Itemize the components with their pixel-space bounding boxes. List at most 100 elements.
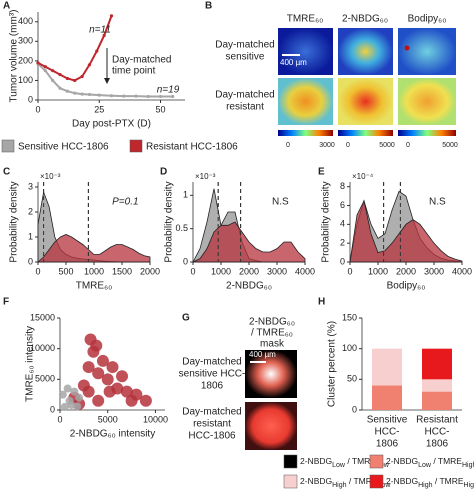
point [109,94,114,98]
point [96,354,109,367]
point [146,94,150,99]
point [51,69,55,73]
colorbar-tick-label: 0 [406,142,410,149]
point [120,385,133,398]
x-tick-label: HCC- [375,427,400,438]
x-tick-label: Resistant [416,415,458,426]
y-tick-label: 0 [28,256,33,266]
point [65,76,69,81]
header: 2-NBDG₆₀ [249,317,295,328]
x-tick-label: 10000 [143,414,168,424]
y-tick-label: 8 [340,181,345,191]
y-tick-label: 0 [352,404,357,414]
y-axis-title: Probability density [9,181,20,262]
point [73,91,77,95]
y-tick-label: 0 [340,256,345,266]
x-tick-label: Sensitive [367,415,408,426]
point [116,370,129,383]
point [80,74,84,79]
bar-segment [372,348,402,386]
panel-g-images [245,350,297,450]
row-label: Day-matched [215,90,274,101]
panel-letter: B [205,1,212,12]
x-axis-title: 2-NBDG₆₀ [226,281,272,292]
point [87,92,92,97]
x-tick-label: 0 [190,266,195,276]
y-axis-title: Cluster percent (%) [327,321,338,407]
x-tick-label: 500 [58,266,73,276]
point [80,92,84,96]
x-tick-label: 0 [35,266,40,276]
scale-bar-label: 400 µm [280,58,307,67]
point [97,93,101,97]
header: / TMRE₆₀ [251,328,293,339]
x-tick-label: 1000 [368,266,388,276]
bar-segment [422,348,452,380]
panel-letter: E [318,167,325,178]
point [103,385,116,398]
y-scale-label: ×10⁻⁴ [352,172,374,181]
point [73,402,82,411]
x-tick-label: 5000 [98,414,118,424]
x-tick-label: HCC- [425,427,450,438]
row-label: HCC-1806 [188,431,236,442]
x-tick-label: 50 [155,104,165,114]
x-tick-label: 2000 [239,266,259,276]
colorbar-tick-label: 3000 [319,142,335,149]
arrow-head [104,78,110,84]
density-area [192,221,306,263]
row-label: Day-matched [182,407,241,418]
y-tick-label: 0.5 [175,223,188,233]
point [63,384,72,393]
point [92,394,105,407]
y-tick-label: 6 [340,200,345,210]
row-label: Day-matched [182,357,241,368]
column-header: TMRE₆₀ [287,14,324,25]
row-label: sensitive HCC- [179,369,246,380]
x-tick-label: 2000 [396,266,416,276]
x-tick-label: 0 [57,414,62,424]
point [58,390,67,399]
point [58,72,62,77]
point [102,33,106,38]
x-tick-label: 2000 [140,266,160,276]
point [73,78,77,83]
panel-letter: D [160,167,167,178]
point [43,65,47,69]
x-tick-label: 25 [94,104,104,114]
y-tick-label: 0 [28,94,33,104]
panel-letter: G [182,313,190,324]
point [134,94,138,98]
point [101,373,114,386]
panel-letter: A [3,1,10,12]
annotation: N.S [429,197,446,208]
annotation: n=19 [157,85,180,96]
annotation: n=11 [89,25,111,36]
point [75,393,84,402]
row-label: resistant [193,419,231,430]
x-tick-label: 1000 [84,266,104,276]
point [90,339,103,352]
point [65,89,69,93]
colorbar-tick-label: 0 [286,142,290,149]
point [51,78,55,83]
x-tick-label: 3000 [267,266,287,276]
bar-segment [422,379,452,392]
legend-label: 2-NBDGHigh / TMREHigh [386,476,474,489]
y-axis-title: Probability density [164,181,175,262]
row-label: resistant [226,102,264,113]
y-tick-label: 4 [340,219,345,229]
x-tick-label: 1000 [211,266,231,276]
column-header: 2-NBDG₆₀ [342,14,388,25]
x-tick-label: 1806 [426,439,449,450]
column-header: Bodipy₆₀ [408,14,447,25]
row-label: Day-matched [215,40,274,51]
y-axis-title: Probability density [321,181,332,262]
colorbar-tick-label: 5000 [379,142,395,149]
point [82,361,95,374]
panel-letter: C [3,167,10,178]
y-axis-title: Tumor volume (mm³) [9,10,20,103]
point [60,402,69,411]
y-tick-label: 100 [18,75,33,85]
